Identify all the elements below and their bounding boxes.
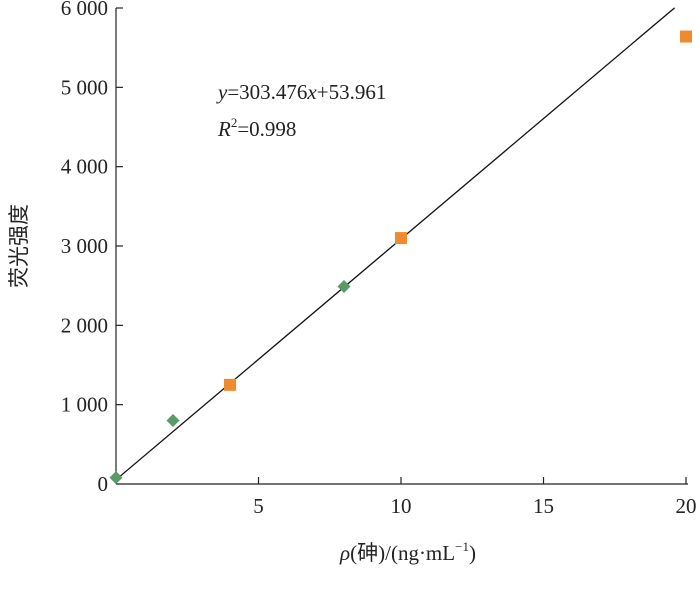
r2-r: R: [217, 117, 231, 141]
y-tick-label: 5 000: [61, 75, 108, 99]
x-axis-title: ρ(砷)/(ng·mL−1): [339, 539, 476, 565]
x-tick-label: 15: [533, 494, 554, 518]
y-tick-label: 4 000: [61, 155, 108, 179]
y-tick-label: 0: [98, 472, 109, 496]
y-tick-label: 1 000: [61, 393, 108, 417]
square-marker: [680, 30, 692, 43]
square-marker: [395, 232, 407, 245]
x-tick-label: 20: [676, 494, 697, 518]
y-axis-title: 荧光强度: [7, 204, 31, 288]
eq-intercept: +53.961: [317, 80, 387, 104]
diamond-marker: [337, 279, 351, 293]
eq-slope: =303.476: [227, 80, 307, 104]
x-title-symbol: ρ: [339, 541, 350, 565]
r2-value: =0.998: [237, 117, 296, 141]
x-ticks: 5 10 15 20: [253, 477, 697, 518]
x-title-text: (砷)/(ng·mL: [350, 541, 455, 565]
r2-sup: 2: [231, 115, 238, 130]
y-tick-label: 3 000: [61, 234, 108, 258]
eq-x: x: [306, 80, 317, 104]
diamond-marker: [109, 471, 123, 485]
square-marker: [224, 378, 236, 391]
y-tick-label: 2 000: [61, 313, 108, 337]
r2-annotation: R2=0.998: [217, 115, 296, 141]
y-ticks: 0 1 000 2 000 3 000 4 000 5 000 6 000: [61, 0, 123, 496]
x-title-close: ): [469, 541, 476, 565]
data-points: [109, 30, 692, 485]
y-tick-label: 6 000: [61, 0, 108, 20]
x-tick-label: 5: [253, 494, 264, 518]
x-tick-label: 10: [391, 494, 412, 518]
eq-y: y: [216, 80, 228, 104]
x-title-sup: −1: [455, 539, 469, 554]
diamond-marker: [166, 414, 180, 428]
equation-annotation: y=303.476x+53.961: [216, 80, 386, 104]
